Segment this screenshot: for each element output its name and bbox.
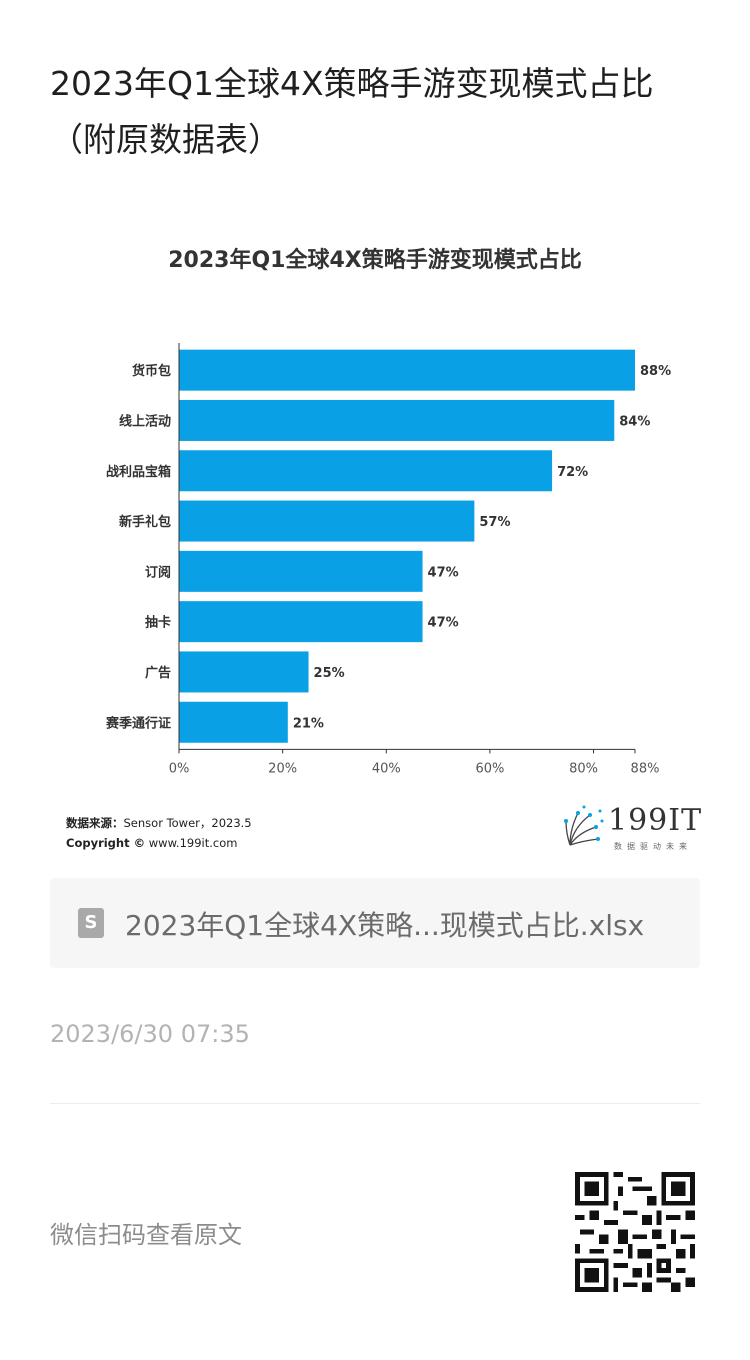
bar-1 — [179, 349, 635, 391]
value-label-8: 21% — [293, 716, 324, 731]
article-title: 2023年Q1全球4X策略手游变现模式占比 （附原数据表） — [50, 56, 700, 168]
bar-7 — [179, 651, 309, 693]
attachment-file-card[interactable]: S 2023年Q1全球4X策略...现模式占比.xlsx — [50, 878, 700, 968]
category-label-6: 抽卡 — [145, 615, 171, 631]
chart-image: 2023年Q1全球4X策略手游变现模式占比货币包 88% 线上活动 84% 战利品宝箱 7… — [50, 225, 703, 865]
article-title-line2: （附原数据表） — [50, 120, 281, 159]
value-label-5: 47% — [428, 565, 459, 580]
publish-timestamp: 2023/6/30 07:35 — [50, 1020, 250, 1048]
chart-title: 2023年Q1全球4X策略手游变现模式占比 — [168, 247, 582, 273]
logo-text: 199IT — [608, 803, 703, 838]
x-tick-label-6: 88% — [631, 761, 660, 776]
x-tick-label-4: 60% — [475, 761, 504, 776]
value-label-1: 88% — [640, 364, 671, 379]
x-tick-label-2: 20% — [268, 761, 297, 776]
copyright-label: Copyright © — [66, 836, 146, 850]
article-title-line1: 2023年Q1全球4X策略手游变现模式占比 — [50, 64, 654, 103]
x-tick-label-5: 80% — [569, 761, 598, 776]
value-label-2: 84% — [619, 414, 650, 429]
qr-code-icon[interactable] — [575, 1172, 695, 1292]
chart-source: 数据来源：Sensor Tower，2023.5 Copyright © www… — [66, 813, 252, 853]
bar-5 — [179, 550, 423, 592]
category-label-2: 线上活动 — [119, 413, 171, 429]
value-label-7: 25% — [314, 666, 345, 681]
bar-6 — [179, 601, 423, 643]
category-label-7: 广告 — [145, 665, 171, 681]
bar-3 — [179, 450, 553, 492]
value-label-4: 57% — [479, 515, 510, 530]
x-tick-label-1: 0% — [169, 761, 190, 776]
source-text: Sensor Tower，2023.5 — [123, 816, 252, 830]
logo-subtitle: 数据驱动未来 — [614, 842, 692, 851]
value-label-6: 47% — [428, 616, 459, 631]
copyright-text: www.199it.com — [148, 836, 238, 850]
category-label-4: 新手礼包 — [119, 514, 171, 530]
attachment-file-name[interactable]: 2023年Q1全球4X策略...现模式占比.xlsx — [125, 909, 645, 942]
x-tick-label-3: 40% — [372, 761, 401, 776]
category-label-8: 赛季通行证 — [105, 715, 171, 731]
bar-8 — [179, 701, 288, 743]
category-label-5: 订阅 — [145, 564, 171, 580]
document-icon: S — [78, 908, 104, 938]
dandelion-logo-icon — [564, 805, 604, 846]
category-label-1: 货币包 — [132, 363, 171, 379]
divider — [50, 1103, 700, 1104]
source-label: 数据来源： — [66, 816, 124, 830]
bar-2 — [179, 399, 615, 441]
category-label-3: 战利品宝箱 — [106, 464, 171, 480]
scan-prompt: 微信扫码查看原文 — [50, 1221, 242, 1249]
bar-4 — [179, 500, 475, 542]
value-label-3: 72% — [557, 465, 588, 480]
logo-199it: 199IT 数据驱动未来 — [560, 803, 703, 853]
